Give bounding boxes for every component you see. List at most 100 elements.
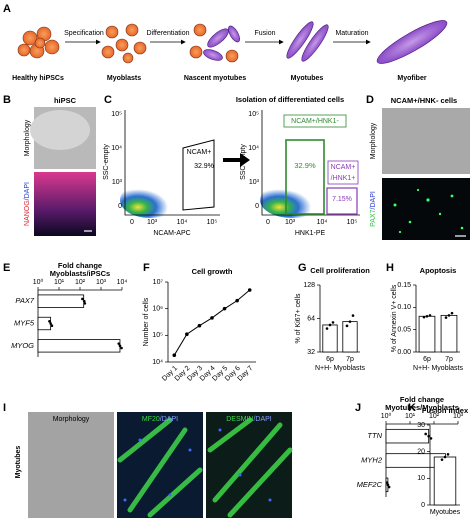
flow-plot [120,110,360,218]
x-tick-label: 10⁰ [381,412,392,420]
y-tick-label: 10⁴ [152,359,163,366]
panel-title: hiPSC [54,96,77,105]
replicate-dot [345,324,349,328]
stain: NANOG [24,200,31,226]
y-tick-label: 0 [421,502,425,509]
column-title: MF20/DAPI [142,416,178,423]
replicate-dot [49,322,52,325]
stain: /DAPI [253,416,271,423]
y-tick-label: 10⁵ [111,111,122,118]
category-label: MYH2 [361,455,383,464]
x-axis-label: NCAM-APC [153,230,190,237]
y-tick-label: 10³ [112,179,123,186]
bar [418,315,436,353]
x-tick-label: 10⁴ [117,279,128,286]
stain: DESMIN [226,416,253,423]
stain: /DAPI [160,416,178,423]
stain-label: PAX7/DAPI [370,191,377,227]
y-tick-label: 10⁴ [248,145,259,152]
micrograph [382,108,470,174]
panel-title: Isolation of differentiated cells [236,95,344,104]
gate-percent: 32.9% [294,161,316,170]
row-label: Morphology [24,119,31,156]
x-tick-label: 10³ [147,219,158,226]
replicate-dot [450,311,454,315]
replicate-dot [325,327,329,330]
chart-title: Fold change [58,261,102,270]
step-label: Differentiation [146,30,189,37]
gate-percent: 32.9% [194,163,214,170]
replicate-dot [120,346,123,350]
point [185,332,189,337]
bar [440,314,458,353]
replicate-dot [348,320,352,323]
bar [385,428,430,444]
y-tick-label: 10⁵ [152,332,163,339]
y-tick-label: 0.15 [397,282,411,289]
chart-title: Fold change [400,395,444,404]
x-tick-label: 10³ [96,279,107,286]
micrograph-detail [393,188,464,234]
chart-title: Apoptosis [420,266,457,275]
y-axis-label: Number of cells [143,297,150,346]
micrograph [382,178,470,240]
y-tick-label: 10⁷ [153,279,164,286]
replicate-dot [428,314,432,317]
panel-label: K [408,402,416,414]
category-label: 6p [326,356,334,363]
y-tick-label: 64 [307,315,315,322]
x-tick-label: 10¹ [54,279,65,286]
replicate-dot [351,314,355,317]
y-tick-label: 10⁵ [248,111,259,118]
y-axis-label: % of Ki67+ cells [295,293,302,343]
stain: /DAPI [370,191,377,209]
x-tick-label: 10² [429,413,440,420]
stain: /DAPI [24,182,31,200]
x-tick-label: 10⁵ [207,219,218,226]
point [222,306,227,311]
x-tick-label: 10⁴ [317,219,328,226]
x-tick-label: 10⁴ [177,219,188,226]
replicate-dot [117,342,121,345]
panel-label: D [366,94,374,106]
category-label: MYF5 [14,318,35,327]
row-label: Myotubes [15,446,22,479]
gate-label: NCAM+ [331,164,356,171]
category-label: 7p [346,356,354,363]
bar [37,316,52,331]
y-tick-label: 30 [417,422,425,429]
replicate-dot [444,316,448,319]
panel-label: E [3,262,10,274]
micrograph [34,172,96,236]
replicate-dot [331,321,335,324]
micrograph-detail [30,110,90,150]
stage-label: Myofiber [397,75,426,82]
y-axis-label: SSC-empty [103,144,110,180]
micrograph [28,412,114,518]
panel-label: B [3,94,11,106]
replicate-dot [50,324,54,328]
stain-label: NANOG/DAPI [24,182,31,226]
panel-label: I [3,402,6,414]
bar [37,294,85,308]
x-tick-label: 0 [266,219,270,226]
replicate-dot [48,320,51,323]
y-tick-label: 128 [303,282,315,289]
y-tick-label: 0.00 [397,349,411,356]
replicate-dot [443,455,447,459]
x-axis-label: N+H- Myoblasts [315,365,365,372]
panel-label: A [3,3,11,15]
category-label: MYOG [11,341,34,350]
chart-title: Fusion index [422,406,469,415]
panel-label: G [298,262,307,274]
micrograph-detail [123,428,272,502]
replicate-dot [447,314,451,317]
replicate-dot [118,344,122,348]
replicate-dot [385,481,389,484]
chart-title: Cell growth [192,267,233,276]
replicate-dot [425,314,429,318]
replicate-dot [82,299,86,303]
replicate-dot [387,485,391,489]
